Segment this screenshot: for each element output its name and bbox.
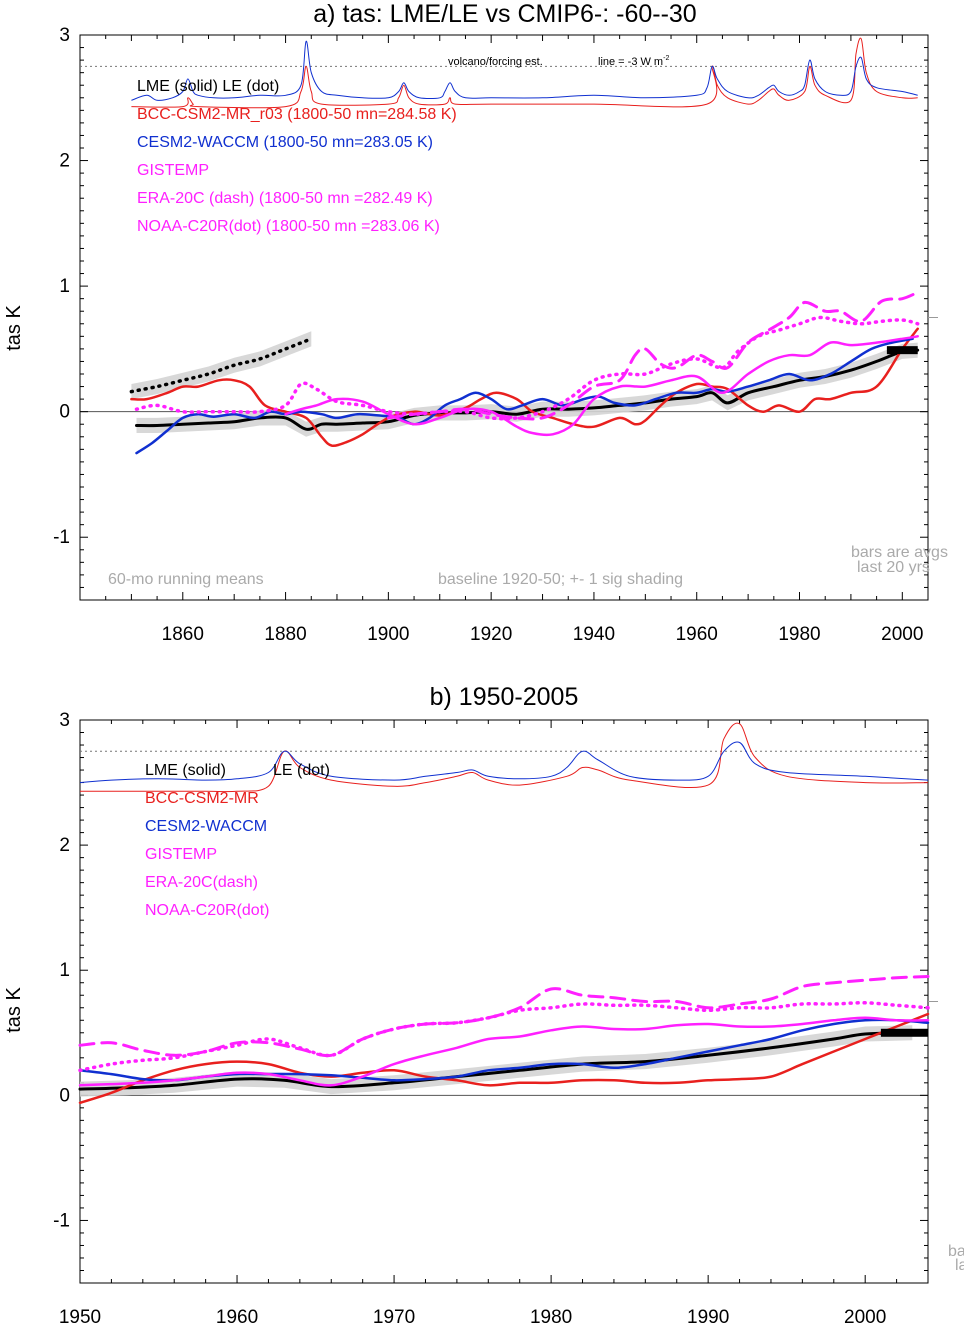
series-cesm2-waccm <box>135 337 914 455</box>
series-forcing-cesm <box>79 741 929 784</box>
x-tick-label: 1990 <box>687 1307 729 1325</box>
x-tick-label: 1860 <box>162 624 204 645</box>
legend-header-lme: LME (solid) <box>145 762 226 779</box>
series-forcing-bcc <box>79 722 929 793</box>
x-tick-label: 1880 <box>264 624 306 645</box>
running-mean-note: 60-mo running means <box>108 571 264 588</box>
panel-b: b) 1950-2005 tas K -1 0 1 2 3 1950 1960 1970 198… <box>3 683 964 1325</box>
legend-item-gistemp: GISTEMP <box>137 162 209 179</box>
panel-a-axes: -1 0 1 2 3 1860 1880 1900 1920 1940 1960 1980 2000 <box>53 25 938 645</box>
panel-b-legend: LME (solid) LE (dot) BCC-CSM2-MR CESM2-W… <box>145 762 330 919</box>
bars-note-line1: bars are avgs <box>851 544 948 561</box>
legend-item-era20c: ERA-20C(dash) <box>145 874 258 891</box>
y-tick-label: -1 <box>53 527 70 548</box>
series-era-20c-dash <box>78 975 930 1058</box>
legend-item-cesm: CESM2-WACCM (1800-50 mn=283.05 K) <box>137 134 433 151</box>
forcing-line-note: line = -3 W m-2 <box>598 55 669 68</box>
series-gistemp <box>284 335 919 437</box>
series-le-dot <box>129 337 314 394</box>
y-tick-label: -1 <box>53 1210 70 1231</box>
legend-item-bcc: BCC-CSM2-MR <box>145 790 259 807</box>
x-tick-label: 2000 <box>844 1307 886 1325</box>
y-tick-label: 2 <box>59 835 70 856</box>
panel-b-ylabel: tas K <box>3 987 25 1033</box>
panel-a-legend: LME (solid) LE (dot) BCC-CSM2-MR_r03 (18… <box>137 78 457 235</box>
x-tick-label: 1900 <box>367 624 409 645</box>
bars-note-line1: ba <box>948 1243 964 1260</box>
panel-a-ylabel: tas K <box>3 305 25 351</box>
legend-item-cesm: CESM2-WACCM <box>145 818 267 835</box>
series-forcing-bcc <box>131 37 918 109</box>
panel-a: a) tas: LME/LE vs CMIP6-: -60--30 tas K … <box>3 0 948 645</box>
x-tick-label: 1960 <box>216 1307 258 1325</box>
legend-item-gistemp: GISTEMP <box>145 846 217 863</box>
series-forcing-cesm <box>131 40 918 101</box>
series-lme-solid <box>78 1031 914 1091</box>
series-noaa-c20r-dot <box>78 1001 930 1073</box>
panel-b-title: b) 1950-2005 <box>430 683 579 711</box>
legend-header: LME (solid) LE (dot) <box>137 78 279 95</box>
bars-note-line2: last 20 yrs <box>857 559 930 576</box>
legend-header-le: LE (dot) <box>273 762 330 779</box>
panel-a-series <box>129 37 920 455</box>
bars-note-line2: la <box>955 1257 964 1274</box>
series-bcc-csm2-mr <box>78 1012 930 1105</box>
sigma-shading <box>131 331 312 400</box>
y-tick-label: 1 <box>59 960 70 981</box>
panel-b-series <box>78 722 930 1105</box>
y-tick-label: 1 <box>59 276 70 297</box>
series-lme-solid <box>135 348 920 431</box>
volcano-note: volcano/forcing est. <box>448 56 543 68</box>
series-noaa-c20r-dot <box>134 315 920 421</box>
x-tick-label: 2000 <box>881 624 923 645</box>
baseline-note: baseline 1920-50; +- 1 sig shading <box>438 571 683 588</box>
series-era-20c-dash <box>386 290 920 421</box>
x-tick-label: 1940 <box>573 624 615 645</box>
x-tick-label: 1950 <box>59 1307 101 1325</box>
legend-item-noaa: NOAA-C20R(dot) (1800-50 mn =283.06 K) <box>137 218 440 235</box>
y-tick-label: 0 <box>59 1085 70 1106</box>
last-20yr-bar <box>880 1028 928 1037</box>
x-tick-label: 1980 <box>778 624 820 645</box>
y-tick-label: 3 <box>59 25 70 46</box>
panel-a-title: a) tas: LME/LE vs CMIP6-: -60--30 <box>313 0 696 28</box>
y-tick-label: 3 <box>59 710 70 731</box>
legend-item-noaa: NOAA-C20R(dot) <box>145 902 269 919</box>
y-tick-label: 0 <box>59 402 70 423</box>
x-tick-label: 1920 <box>470 624 512 645</box>
panel-a-shading <box>131 331 918 437</box>
legend-item-bcc: BCC-CSM2-MR_r03 (1800-50 mn=284.58 K) <box>137 106 457 123</box>
y-tick-label: 2 <box>59 151 70 172</box>
x-tick-label: 1980 <box>530 1307 572 1325</box>
series-gistemp <box>78 1016 930 1087</box>
last-20yr-bar <box>886 346 918 355</box>
panel-b-axes: -1 0 1 2 3 1950 1960 1970 1980 1990 2000 <box>53 710 938 1325</box>
x-tick-label: 1960 <box>676 624 718 645</box>
x-tick-label: 1970 <box>373 1307 415 1325</box>
legend-item-era20c: ERA-20C (dash) (1800-50 mn =282.49 K) <box>137 190 433 207</box>
